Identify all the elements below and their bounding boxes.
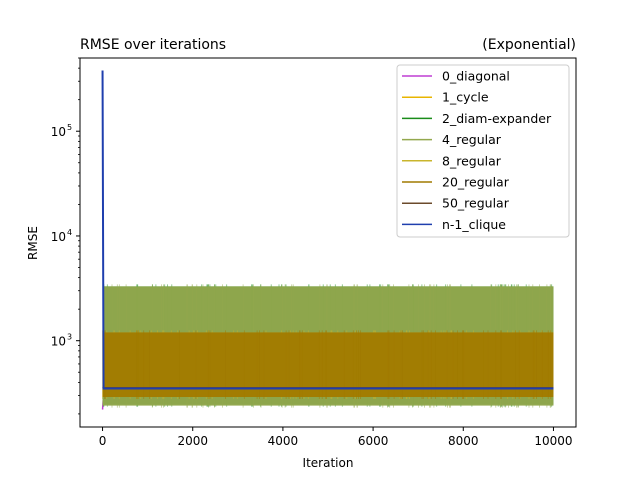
x-tick-label: 10000 — [534, 434, 572, 448]
legend-label-50-regular: 50_regular — [442, 196, 510, 211]
legend: 0_diagonal 1_cycle 2_diam-expander 4_regula… — [396, 64, 570, 238]
x-axis: 0 2000 4000 6000 8000 10000 — [99, 427, 573, 448]
legend-label-1-cycle: 1_cycle — [442, 90, 489, 105]
y-tick-label: 10 — [51, 230, 66, 244]
x-tick-label: 0 — [99, 434, 107, 448]
y-tick-exponent: 3 — [67, 333, 72, 342]
legend-label-20-regular: 20_regular — [442, 175, 510, 190]
x-axis-label: Iteration — [303, 456, 354, 470]
y-tick-label: 10 — [51, 125, 66, 139]
axes-frame — [79, 57, 577, 428]
y-tick-exponent: 4 — [67, 228, 72, 237]
y-tick-label: 10 — [51, 335, 66, 349]
series-line-n-1-clique — [101, 70, 554, 390]
x-tick-label: 4000 — [268, 434, 299, 448]
y-axis-label: RMSE — [26, 226, 40, 260]
series-band-20-regular — [102, 332, 554, 398]
x-tick-label: 8000 — [448, 434, 479, 448]
legend-label-2-diam-expander: 2_diam-expander — [442, 111, 552, 126]
plot-area — [101, 70, 554, 410]
x-tick-label: 2000 — [177, 434, 208, 448]
x-tick-label: 6000 — [358, 434, 389, 448]
legend-label-8-regular: 8_regular — [442, 153, 502, 168]
chart-subtitle: (Exponential) — [482, 37, 576, 53]
series-oscillation-20-regular — [104, 330, 552, 400]
legend-label-4-regular: 4_regular — [442, 132, 502, 147]
legend-frame — [396, 64, 570, 238]
y-tick-exponent: 5 — [67, 123, 72, 132]
legend-label-n-1-clique: n-1_clique — [442, 217, 506, 232]
chart-title: RMSE over iterations — [80, 37, 226, 53]
legend-label-0-diagonal: 0_diagonal — [442, 69, 510, 84]
